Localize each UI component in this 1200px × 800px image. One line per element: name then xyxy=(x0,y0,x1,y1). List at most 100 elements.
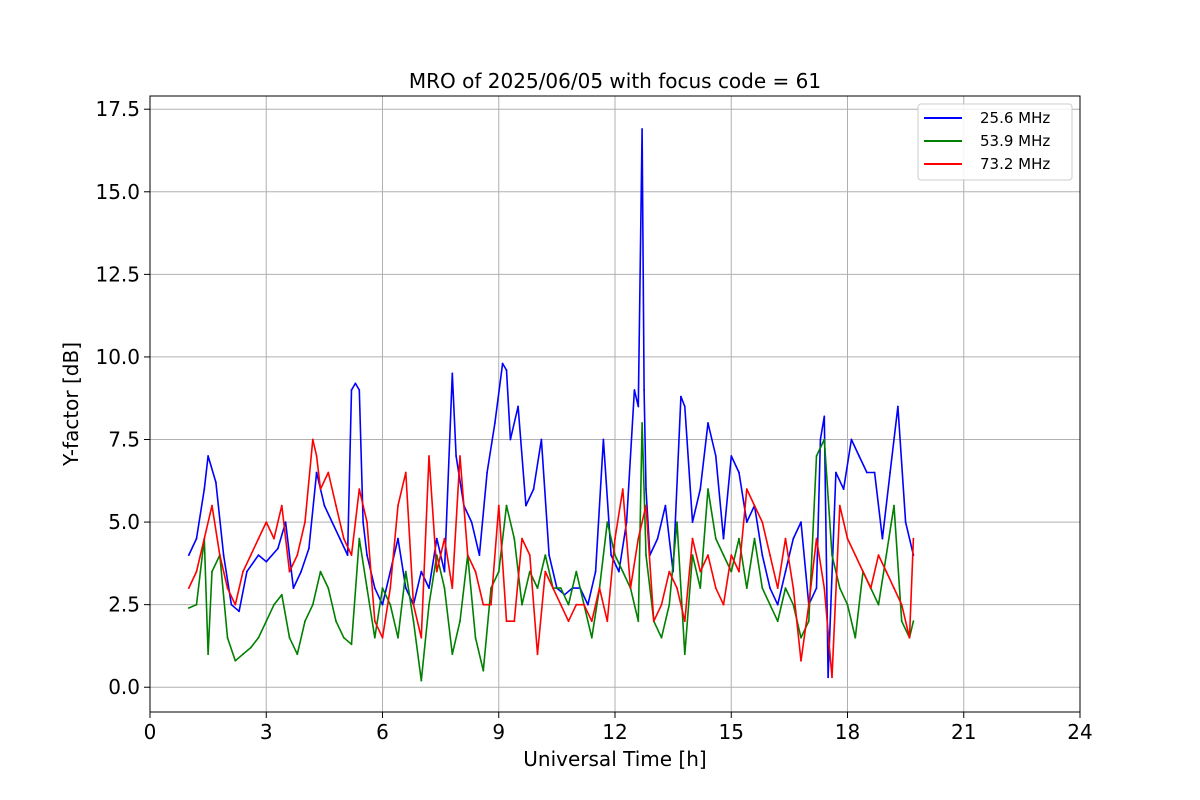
data-point-25-6-mhz xyxy=(784,570,787,573)
data-point-73-2-mhz xyxy=(342,537,345,540)
data-point-73-2-mhz xyxy=(513,620,516,623)
data-point-73-2-mhz xyxy=(908,636,911,639)
data-point-25-6-mhz xyxy=(195,537,198,540)
data-point-53-9-mhz xyxy=(482,669,485,672)
data-point-53-9-mhz xyxy=(606,521,609,523)
data-point-73-2-mhz xyxy=(350,554,353,556)
data-point-53-9-mhz xyxy=(211,570,213,573)
data-point-73-2-mhz xyxy=(683,620,686,623)
data-point-73-2-mhz xyxy=(869,587,872,589)
x-tick-label: 18 xyxy=(835,720,860,744)
data-point-25-6-mhz xyxy=(819,438,822,441)
data-point-53-9-mhz xyxy=(296,653,299,656)
data-point-25-6-mhz xyxy=(470,521,473,523)
data-point-73-2-mhz xyxy=(203,537,206,540)
data-point-73-2-mhz xyxy=(466,554,469,556)
data-point-25-6-mhz xyxy=(339,537,341,540)
data-point-73-2-mhz xyxy=(699,570,702,573)
data-point-25-6-mhz xyxy=(873,471,876,474)
data-point-25-6-mhz xyxy=(904,521,907,523)
data-point-53-9-mhz xyxy=(187,607,190,609)
data-point-73-2-mhz xyxy=(435,570,438,573)
data-point-73-2-mhz xyxy=(645,504,647,507)
data-point-73-2-mhz xyxy=(629,587,632,589)
data-point-73-2-mhz xyxy=(590,620,593,623)
data-point-53-9-mhz xyxy=(900,620,903,623)
data-point-73-2-mhz xyxy=(397,504,399,507)
data-point-53-9-mhz xyxy=(792,603,795,606)
data-point-73-2-mhz xyxy=(187,587,190,589)
data-point-53-9-mhz xyxy=(273,603,275,606)
data-point-73-2-mhz xyxy=(536,653,539,656)
data-point-53-9-mhz xyxy=(304,620,306,623)
x-tick-label: 12 xyxy=(602,720,627,744)
data-point-25-6-mhz xyxy=(594,570,597,573)
data-point-25-6-mhz xyxy=(354,382,357,385)
legend-label-25-6: 25.6 MHz xyxy=(980,109,1050,127)
data-point-53-9-mhz xyxy=(722,554,725,556)
data-point-25-6-mhz xyxy=(420,570,423,573)
data-point-25-6-mhz xyxy=(641,128,643,130)
data-point-73-2-mhz xyxy=(676,587,678,589)
data-point-73-2-mhz xyxy=(730,554,733,556)
data-point-25-6-mhz xyxy=(881,537,884,540)
data-point-25-6-mhz xyxy=(602,438,605,441)
y-tick-label: 10.0 xyxy=(95,345,140,369)
data-point-73-2-mhz xyxy=(366,521,368,523)
data-point-25-6-mhz xyxy=(315,471,318,474)
data-point-73-2-mhz xyxy=(443,537,446,540)
data-point-53-9-mhz xyxy=(443,587,446,589)
x-tick-label: 6 xyxy=(376,720,389,744)
series-line-25-6-mhz xyxy=(188,128,915,679)
data-point-73-2-mhz xyxy=(668,570,671,573)
series-lines xyxy=(187,128,915,682)
data-point-25-6-mhz xyxy=(323,504,326,507)
data-point-25-6-mhz xyxy=(683,405,686,408)
data-point-25-6-mhz xyxy=(494,422,496,424)
data-point-53-9-mhz xyxy=(575,570,578,573)
legend-label-53-9: 53.9 MHz xyxy=(980,132,1050,150)
data-point-73-2-mhz xyxy=(319,488,322,490)
data-point-53-9-mhz xyxy=(242,653,244,656)
x-tick-label: 9 xyxy=(492,720,505,744)
data-point-25-6-mhz xyxy=(346,554,349,556)
data-point-25-6-mhz xyxy=(745,521,748,523)
data-point-73-2-mhz xyxy=(315,455,318,457)
data-point-73-2-mhz xyxy=(412,603,415,606)
data-point-73-2-mhz xyxy=(637,537,640,540)
data-point-25-6-mhz xyxy=(769,587,771,589)
data-point-25-6-mhz xyxy=(587,603,589,606)
data-point-73-2-mhz xyxy=(838,504,841,507)
data-point-25-6-mhz xyxy=(246,570,248,573)
data-point-25-6-mhz xyxy=(792,537,795,540)
data-point-25-6-mhz xyxy=(858,455,860,457)
data-point-73-2-mhz xyxy=(606,620,609,623)
data-point-53-9-mhz xyxy=(614,554,616,556)
data-point-25-6-mhz xyxy=(366,554,368,556)
data-point-53-9-mhz xyxy=(761,587,764,589)
data-point-25-6-mhz xyxy=(850,438,853,441)
data-point-53-9-mhz xyxy=(226,636,229,639)
series-line-73-2-mhz xyxy=(188,438,915,679)
data-point-73-2-mhz xyxy=(528,554,531,556)
data-point-25-6-mhz xyxy=(897,405,899,408)
x-tick-label: 15 xyxy=(719,720,744,744)
data-point-25-6-mhz xyxy=(610,554,612,556)
data-point-25-6-mhz xyxy=(435,537,438,540)
data-point-53-9-mhz xyxy=(815,455,818,457)
data-point-53-9-mhz xyxy=(800,636,802,639)
data-point-53-9-mhz xyxy=(738,537,740,540)
data-point-25-6-mhz xyxy=(532,488,535,490)
data-point-73-2-mhz xyxy=(614,537,616,540)
data-point-53-9-mhz xyxy=(335,620,337,623)
legend-label-73-2: 73.2 MHz xyxy=(980,155,1050,173)
data-point-25-6-mhz xyxy=(404,587,407,589)
data-point-25-6-mhz xyxy=(889,471,891,474)
data-point-25-6-mhz xyxy=(300,570,302,573)
data-point-73-2-mhz xyxy=(428,455,430,457)
data-point-73-2-mhz xyxy=(544,570,547,573)
data-point-25-6-mhz xyxy=(618,570,620,573)
data-point-25-6-mhz xyxy=(835,471,837,474)
data-point-25-6-mhz xyxy=(738,471,740,474)
data-point-25-6-mhz xyxy=(207,455,210,457)
